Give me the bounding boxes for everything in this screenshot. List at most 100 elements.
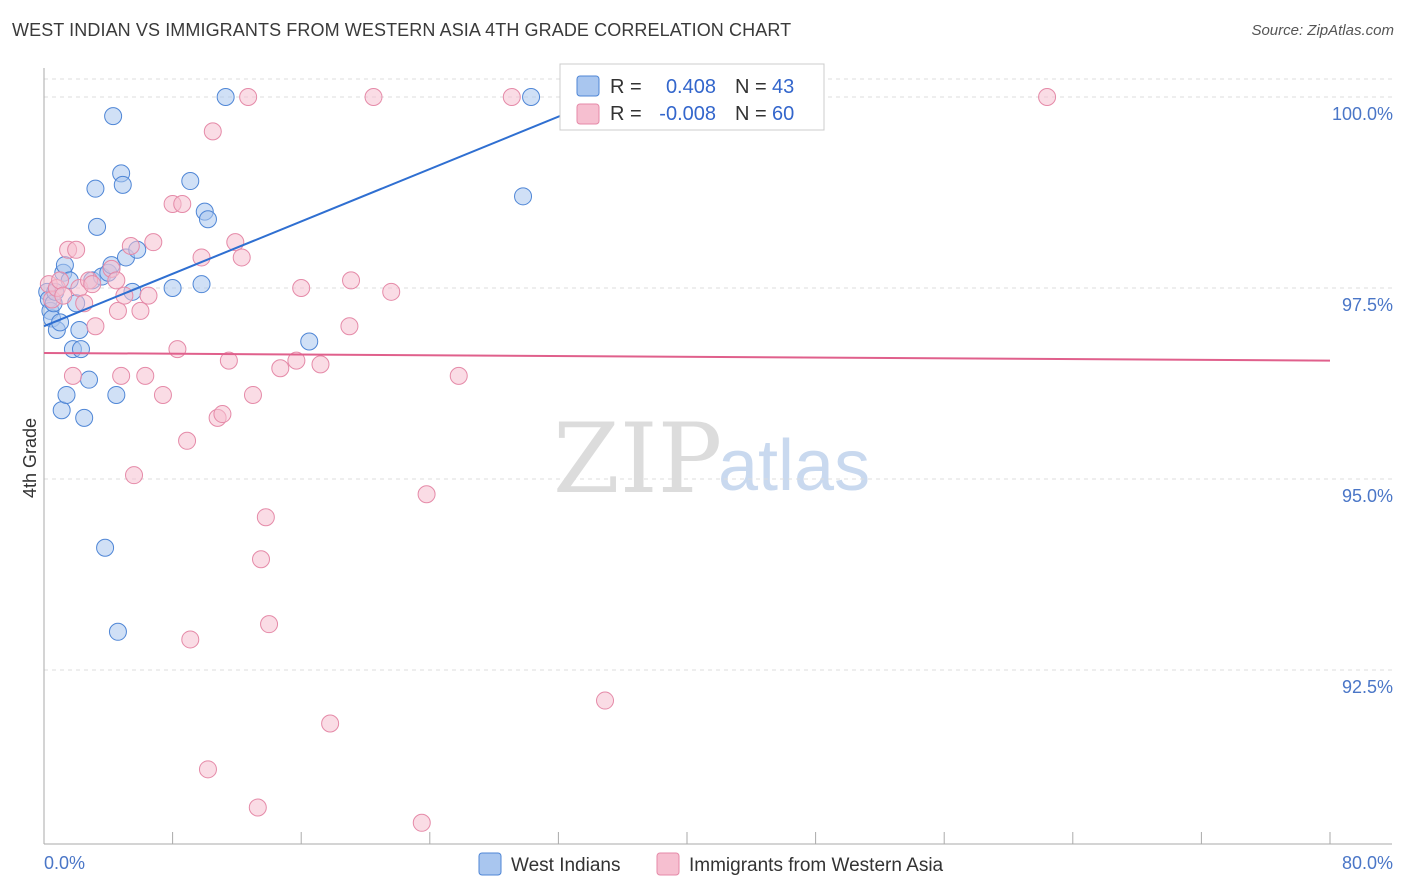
point-western-asia-16 bbox=[112, 366, 131, 385]
x-tick-label-max: 80.0% bbox=[1342, 853, 1393, 873]
watermark-atlas: atlas bbox=[718, 426, 870, 506]
axes bbox=[43, 68, 1392, 845]
x-tick-label-min: 0.0% bbox=[44, 853, 85, 873]
point-western-asia-6 bbox=[63, 366, 82, 385]
point-west-indians-38 bbox=[216, 88, 235, 106]
point-western-asia-21 bbox=[136, 366, 155, 385]
point-west-indians-16 bbox=[71, 340, 90, 359]
point-western-asia-29 bbox=[181, 630, 200, 649]
stats-legend-box bbox=[559, 63, 825, 131]
legend-n-value-2: 60 bbox=[772, 103, 794, 125]
bottom-legend-swatch-western-asia bbox=[656, 852, 680, 876]
point-western-asia-59 bbox=[1038, 88, 1057, 106]
point-western-asia-24 bbox=[153, 385, 172, 404]
point-western-asia-7 bbox=[67, 240, 86, 259]
point-western-asia-30 bbox=[192, 248, 211, 267]
point-western-asia-19 bbox=[125, 466, 144, 485]
point-western-asia-54 bbox=[417, 485, 436, 504]
point-western-asia-56 bbox=[502, 88, 521, 106]
point-western-asia-46 bbox=[292, 279, 311, 297]
point-western-asia-57 bbox=[596, 691, 615, 710]
source-credit: Source: ZipAtlas.com bbox=[1251, 22, 1394, 39]
point-western-asia-34 bbox=[213, 405, 232, 424]
point-western-asia-52 bbox=[382, 282, 401, 301]
point-western-asia-43 bbox=[260, 615, 279, 634]
point-west-indians-35 bbox=[181, 172, 200, 191]
point-west-indians-34 bbox=[163, 279, 182, 297]
point-western-asia-48 bbox=[321, 714, 340, 733]
point-west-indians-20 bbox=[86, 179, 105, 198]
legend-r-value-1: 0.408 bbox=[666, 76, 716, 98]
point-western-asia-39 bbox=[243, 385, 262, 404]
trend-line-western-asia bbox=[43, 351, 1331, 362]
point-western-asia-26 bbox=[168, 340, 187, 359]
point-western-asia-12 bbox=[86, 317, 105, 336]
point-western-asia-40 bbox=[248, 798, 267, 817]
legend-swatch-west-indians bbox=[576, 75, 600, 97]
point-western-asia-27 bbox=[173, 194, 192, 213]
bottom-legend-label-west-indians: West Indians bbox=[511, 855, 620, 876]
point-west-indians-42 bbox=[192, 275, 211, 294]
point-west-indians-10 bbox=[55, 256, 74, 275]
point-west-indians-39 bbox=[300, 332, 319, 351]
point-west-indians-11 bbox=[57, 385, 76, 404]
series-western-asia-points bbox=[39, 88, 1057, 832]
point-west-indians-15 bbox=[70, 321, 89, 340]
gridlines bbox=[44, 78, 1392, 671]
y-tick-label-2: 97.5% bbox=[1342, 295, 1393, 315]
point-west-indians-21 bbox=[88, 217, 107, 236]
point-west-indians-8 bbox=[52, 401, 71, 420]
point-western-asia-49 bbox=[340, 317, 359, 336]
legend-n-value-1: 43 bbox=[772, 76, 794, 98]
legend-n-label-1: N = bbox=[735, 76, 767, 98]
legend-r-label-1: R = bbox=[610, 76, 642, 98]
point-western-asia-53 bbox=[412, 813, 431, 832]
legend-r-value-2: -0.008 bbox=[659, 103, 716, 125]
chart-title: WEST INDIAN VS IMMIGRANTS FROM WESTERN A… bbox=[12, 20, 792, 40]
y-tick-label-1: 95.0% bbox=[1342, 486, 1393, 506]
y-tick-label-3: 100.0% bbox=[1332, 104, 1393, 124]
legend-swatch-western-asia bbox=[576, 103, 600, 125]
point-western-asia-14 bbox=[107, 271, 126, 290]
trend-line-west-indians bbox=[43, 96, 608, 328]
stats-legend: R = 0.408 N = 43 R = -0.008 N = 60 bbox=[559, 63, 825, 131]
point-western-asia-42 bbox=[256, 508, 275, 527]
point-western-asia-20 bbox=[131, 301, 150, 320]
point-western-asia-32 bbox=[203, 122, 222, 141]
point-western-asia-23 bbox=[144, 233, 163, 252]
point-western-asia-37 bbox=[232, 248, 251, 267]
point-west-indians-18 bbox=[80, 370, 99, 389]
legend-n-label-2: N = bbox=[735, 103, 767, 125]
y-axis-label: 4th Grade bbox=[20, 418, 40, 498]
point-west-indians-28 bbox=[108, 622, 127, 641]
point-western-asia-41 bbox=[252, 550, 271, 569]
point-west-indians-30 bbox=[113, 175, 132, 194]
point-western-asia-50 bbox=[342, 271, 361, 290]
point-western-asia-3 bbox=[51, 271, 70, 290]
point-west-indians-17 bbox=[75, 408, 94, 427]
point-west-indians-40 bbox=[514, 187, 533, 206]
point-western-asia-28 bbox=[178, 431, 197, 450]
point-west-indians-26 bbox=[104, 107, 123, 126]
point-western-asia-22 bbox=[139, 286, 158, 305]
legend-r-label-2: R = bbox=[610, 103, 642, 125]
point-western-asia-38 bbox=[239, 88, 258, 106]
point-west-indians-23 bbox=[96, 538, 115, 557]
y-tick-label-0: 92.5% bbox=[1342, 677, 1393, 697]
point-western-asia-44 bbox=[271, 359, 290, 378]
point-western-asia-51 bbox=[364, 88, 383, 106]
y-tick-labels: 92.5% 95.0% 97.5% 100.0% bbox=[1332, 104, 1393, 697]
watermark-zip: ZIP bbox=[553, 403, 722, 515]
point-western-asia-31 bbox=[198, 760, 217, 779]
bottom-legend-swatch-west-indians bbox=[478, 852, 502, 876]
bottom-legend-label-western-asia: Immigrants from Western Asia bbox=[689, 855, 944, 876]
point-western-asia-4 bbox=[54, 286, 73, 305]
point-western-asia-18 bbox=[121, 236, 140, 255]
point-western-asia-55 bbox=[449, 366, 468, 385]
point-western-asia-11 bbox=[83, 275, 102, 294]
point-west-indians-41 bbox=[522, 88, 541, 106]
point-western-asia-47 bbox=[311, 355, 330, 374]
point-western-asia-35 bbox=[219, 351, 238, 370]
point-west-indians-37 bbox=[198, 210, 217, 229]
